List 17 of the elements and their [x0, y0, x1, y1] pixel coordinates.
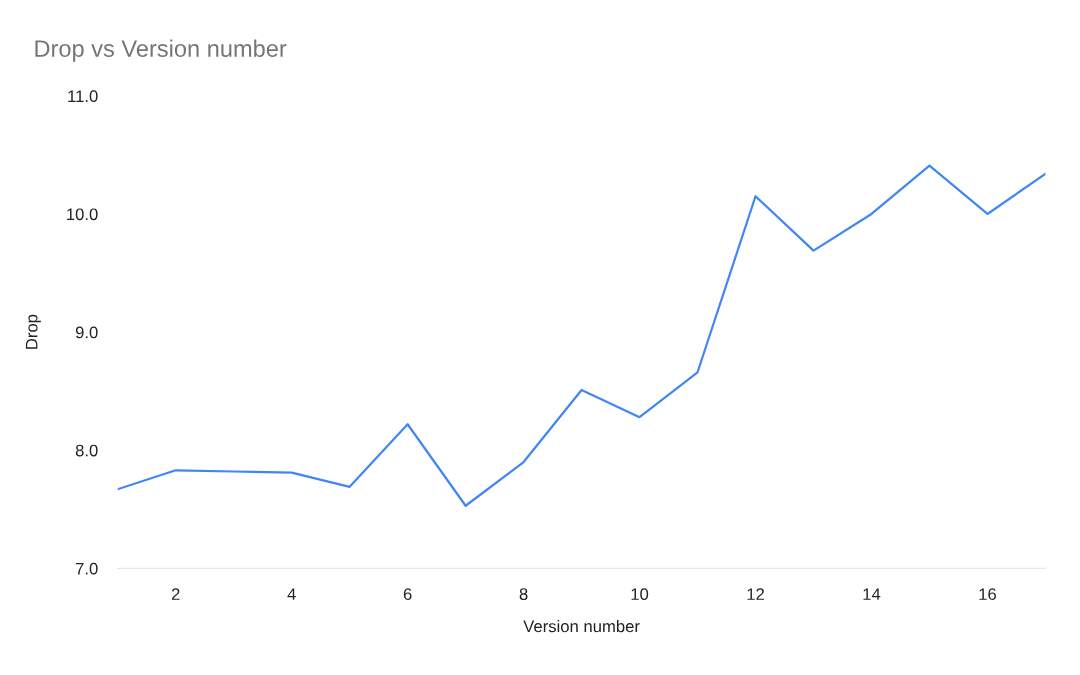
y-tick-label: 7.0: [75, 562, 98, 575]
x-axis-title: Version number: [523, 620, 640, 633]
x-tick-label: 4: [287, 588, 296, 600]
x-tick-label: 6: [403, 588, 412, 601]
x-tick-label: 10: [631, 588, 649, 601]
x-tick-label: 14: [863, 588, 881, 600]
x-tick-label: 8: [519, 588, 528, 601]
y-tick-label: 10.0: [67, 208, 98, 221]
y-axis-title: Drop: [25, 314, 41, 349]
x-tick-label: 12: [747, 588, 764, 600]
y-tick-label: 8.0: [75, 444, 98, 457]
y-tick-label: 9.0: [75, 326, 98, 339]
line-series: [117, 164, 1046, 507]
x-tick-label: 16: [979, 588, 996, 601]
y-tick-label: 11.0: [68, 90, 98, 103]
x-tick-label: 2: [171, 588, 180, 600]
chart-title: Drop vs Version number: [35, 39, 287, 62]
